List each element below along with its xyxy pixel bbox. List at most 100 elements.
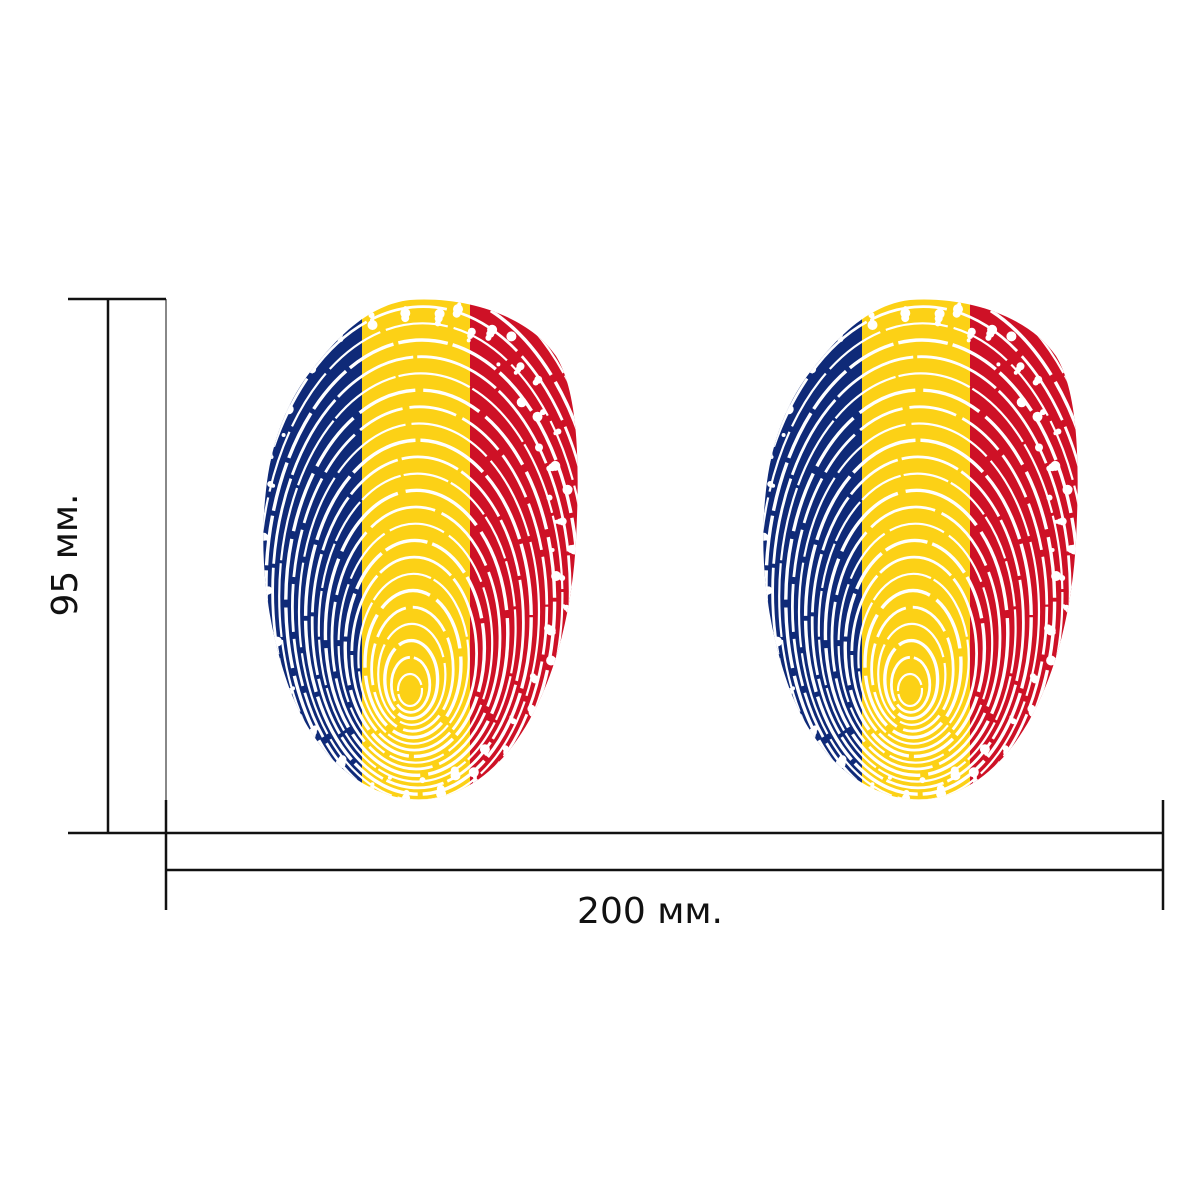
edge-speckle [1050, 548, 1055, 552]
edge-speckle [887, 775, 892, 780]
ridge-gap [857, 572, 970, 745]
edge-speckle [765, 451, 772, 458]
edge-speckle [868, 312, 875, 319]
edge-speckle [844, 795, 855, 800]
edge-speckle [849, 788, 856, 795]
edge-speckle [1053, 431, 1058, 436]
edge-speckle [781, 433, 786, 437]
edge-speckle [882, 807, 892, 817]
edge-speckle [847, 307, 856, 316]
edge-speckle [272, 636, 283, 647]
edge-speckle [936, 784, 945, 793]
edge-speckle [288, 725, 293, 730]
edge-speckle [337, 336, 344, 343]
edge-speckle [812, 725, 819, 732]
edge-speckle [1056, 518, 1063, 525]
edge-speckle [338, 755, 347, 764]
ridge-gap [263, 322, 578, 800]
edge-speckle [485, 334, 492, 341]
edge-speckle [901, 314, 910, 323]
edge-speckle [535, 443, 543, 452]
edge-speckle [845, 302, 856, 313]
edge-speckle [288, 719, 298, 730]
ridge-gap [263, 305, 578, 800]
edge-speckle [939, 796, 944, 800]
edge-speckle [496, 362, 501, 367]
edge-speckle [921, 295, 925, 299]
ridge-gap [778, 372, 1064, 800]
ridge-gap [383, 638, 440, 721]
edge-speckle [347, 307, 356, 316]
edge-speckle [436, 784, 445, 793]
edge-speckle [1053, 662, 1060, 669]
edge-speckle [868, 786, 875, 792]
edge-speckle [763, 413, 770, 424]
edge-speckle [492, 774, 501, 783]
edge-speckle [434, 320, 441, 327]
edge-speckle [934, 320, 941, 327]
edge-speckle [755, 620, 761, 626]
edge-speckle [263, 417, 272, 426]
ridge-gap [323, 488, 510, 777]
edge-speckle [754, 505, 762, 513]
width-dimension-label: 200 мм. [577, 891, 723, 932]
edge-speckle [450, 766, 459, 775]
ridge-gap [837, 522, 994, 764]
edge-speckle [1009, 715, 1014, 720]
edge-speckle [934, 314, 943, 323]
edge-speckle [1010, 718, 1017, 725]
edge-speckle [306, 359, 311, 364]
edge-speckle [452, 309, 461, 318]
edge-speckle [808, 365, 817, 374]
edge-speckle [562, 484, 573, 495]
edge-speckle [382, 283, 392, 293]
edge-speckle [1054, 519, 1059, 524]
edge-speckle [420, 283, 428, 291]
edge-speckle [743, 534, 747, 538]
edge-speckle [347, 792, 355, 800]
ridge-gap [830, 505, 1002, 771]
edge-speckle [312, 767, 321, 776]
edge-speckle [459, 801, 465, 807]
edge-speckle [402, 793, 410, 800]
ridge-gap [784, 388, 1057, 800]
edge-speckle [923, 813, 927, 817]
edge-speckle [263, 619, 264, 624]
edge-speckle [784, 404, 789, 408]
edge-speckle [992, 774, 1001, 783]
edge-speckle [268, 672, 277, 681]
ridge-gap [278, 372, 564, 800]
ridge-gap [343, 538, 487, 759]
edge-speckle [771, 671, 778, 678]
ridge-gap [877, 622, 947, 727]
edge-speckle [1044, 624, 1052, 633]
edge-speckle [1033, 713, 1038, 718]
edge-speckle [553, 662, 560, 669]
edge-speckle [291, 686, 295, 691]
ridge-gap [297, 422, 541, 800]
fingerprint-ridges [743, 283, 1078, 817]
edge-speckle [314, 333, 325, 344]
edge-speckle [967, 333, 974, 339]
edge-speckle [763, 619, 764, 624]
edge-speckle [345, 302, 356, 313]
ridge-gap [791, 405, 1049, 800]
edge-speckle [308, 365, 317, 374]
edge-speckle [313, 326, 320, 333]
edge-speckle [285, 727, 291, 734]
edge-speckle [882, 283, 892, 293]
edge-speckle [919, 777, 926, 784]
edge-speckle [271, 483, 276, 488]
edge-speckle [527, 704, 536, 713]
edge-speckle [479, 744, 490, 755]
ridge-gap [303, 438, 533, 796]
edge-speckle [751, 560, 761, 570]
edge-speckle [251, 560, 261, 570]
edge-speckle [818, 761, 823, 766]
ridge-gap [810, 455, 1025, 790]
edge-speckle [768, 641, 775, 648]
edge-speckle [509, 715, 514, 720]
edge-speckle [251, 563, 255, 567]
edge-speckle [812, 767, 821, 776]
ridge-gap [863, 588, 963, 740]
